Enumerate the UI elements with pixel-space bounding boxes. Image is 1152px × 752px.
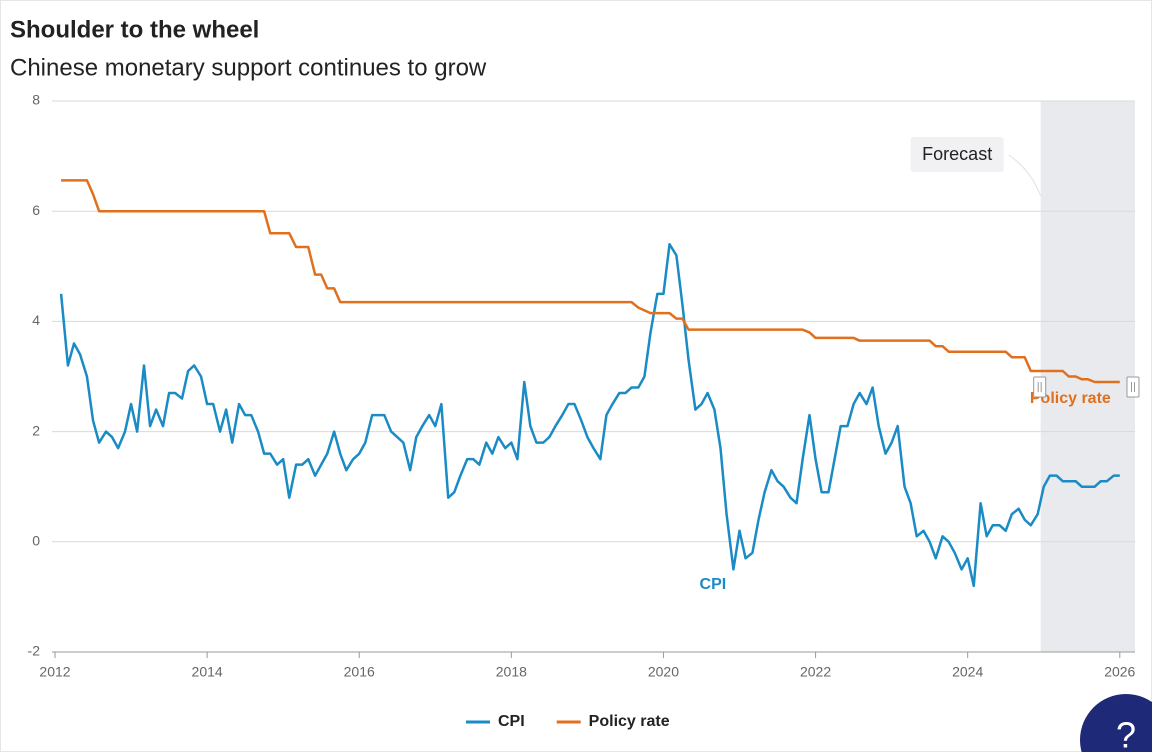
legend-label: CPI bbox=[498, 713, 525, 730]
x-tick-label: 2014 bbox=[192, 664, 223, 680]
plot-area: -2 0 2 4 6 8 2012 2014 2016 2018 2020 2022 2024 2026 F… bbox=[28, 92, 1140, 730]
series-line bbox=[59, 243, 1120, 588]
y-tick-label: -2 bbox=[28, 643, 41, 659]
annotation-connector bbox=[1008, 154, 1042, 197]
x-tick-label: 2018 bbox=[496, 664, 527, 680]
y-tick-label: 6 bbox=[32, 202, 40, 218]
y-tick-label: 0 bbox=[32, 533, 40, 549]
forecast-region bbox=[1040, 101, 1135, 652]
x-tick-label: 2020 bbox=[648, 664, 679, 680]
series-label: Policy rate bbox=[1030, 390, 1111, 407]
handle-left bbox=[1033, 376, 1047, 398]
x-tick-label: 2022 bbox=[800, 664, 831, 680]
chart-title: Shoulder to the wheel bbox=[10, 16, 259, 43]
help-icon[interactable]: ? bbox=[1116, 715, 1136, 752]
series-label: CPI bbox=[700, 576, 727, 593]
x-tick-label: 2012 bbox=[39, 664, 70, 680]
annotation-box bbox=[910, 137, 1004, 172]
series-line bbox=[61, 179, 1120, 384]
y-tick-label: 8 bbox=[32, 92, 40, 108]
annotation-text: Forecast bbox=[922, 144, 992, 164]
legend: CPI Policy rate bbox=[466, 713, 670, 730]
help-button[interactable]: ? bbox=[1080, 694, 1152, 752]
legend-label: Policy rate bbox=[589, 713, 670, 730]
y-tick-label: 2 bbox=[32, 422, 40, 438]
x-tick-label: 2026 bbox=[1104, 664, 1135, 680]
help-circle[interactable] bbox=[1080, 694, 1152, 752]
x-tick-label: 2016 bbox=[344, 664, 375, 680]
y-tick-label: 4 bbox=[32, 312, 40, 328]
x-tick-label: 2024 bbox=[952, 664, 983, 680]
handle-right bbox=[1126, 376, 1140, 398]
chart-subtitle: Chinese monetary support continues to gr… bbox=[10, 54, 487, 81]
